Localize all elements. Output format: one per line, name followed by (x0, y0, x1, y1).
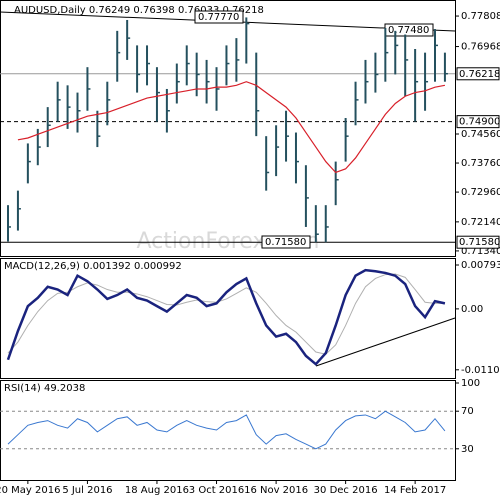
macd-signal (7, 273, 445, 355)
macd-trendline (315, 317, 456, 367)
x-tick-label: 18 Aug 2016 (125, 485, 189, 496)
annotation: 0.77480 (388, 25, 429, 36)
rsi-panel (0, 380, 456, 481)
level-box (456, 115, 500, 129)
y-tick-label: 0.76968 (461, 42, 500, 53)
annotation: 0.71580 (265, 237, 306, 248)
level-box (456, 67, 500, 81)
y-tick-label: -0.011017 (461, 365, 500, 376)
y-tick-label: 0.73760 (461, 158, 500, 169)
y-tick-label: 100 (461, 378, 480, 389)
y-tick-label: 30 (461, 444, 474, 455)
x-tick-label: 16 Nov 2016 (244, 485, 308, 496)
y-tick-label: 0.71340 (461, 246, 500, 257)
annotation-box (261, 235, 311, 249)
y-tick-label: 0.77808 (461, 11, 500, 22)
x-tick-label: 20 May 2016 (0, 485, 60, 496)
x-tick-label: 5 Jul 2016 (62, 485, 112, 496)
y-tick-label: 0.72140 (461, 217, 500, 228)
y-tick-label: 70 (461, 406, 474, 417)
x-tick-label: 30 Dec 2016 (314, 485, 378, 496)
x-tick-label: 14 Feb 2017 (384, 485, 446, 496)
macd-title: MACD(12,26,9) 0.001392 0.000992 (4, 261, 182, 272)
rsi-line (7, 410, 446, 450)
y-tick-label: 0.72960 (461, 187, 500, 198)
macd-panel (0, 258, 456, 379)
level-label: 0.74900 (459, 117, 500, 128)
level-label: 0.76218 (459, 69, 500, 80)
chart-title: AUDUSD,Daily 0.76249 0.76398 0.76033 0.7… (14, 5, 264, 16)
rsi-title: RSI(14) 49.2038 (4, 383, 85, 394)
y-tick-label: 0.007933 (461, 260, 500, 271)
y-tick-label: 0.74560 (461, 129, 500, 140)
macd-line (6, 268, 446, 366)
level-label: 0.71580 (459, 237, 500, 248)
x-tick-label: 3 Oct 2016 (189, 485, 244, 496)
level-box (456, 235, 500, 249)
price-panel (0, 0, 456, 257)
annotation: 0.77770 (198, 12, 239, 23)
y-tick-label: 0.00 (461, 304, 483, 315)
annotation-box (194, 10, 244, 24)
moving-average (17, 81, 446, 174)
